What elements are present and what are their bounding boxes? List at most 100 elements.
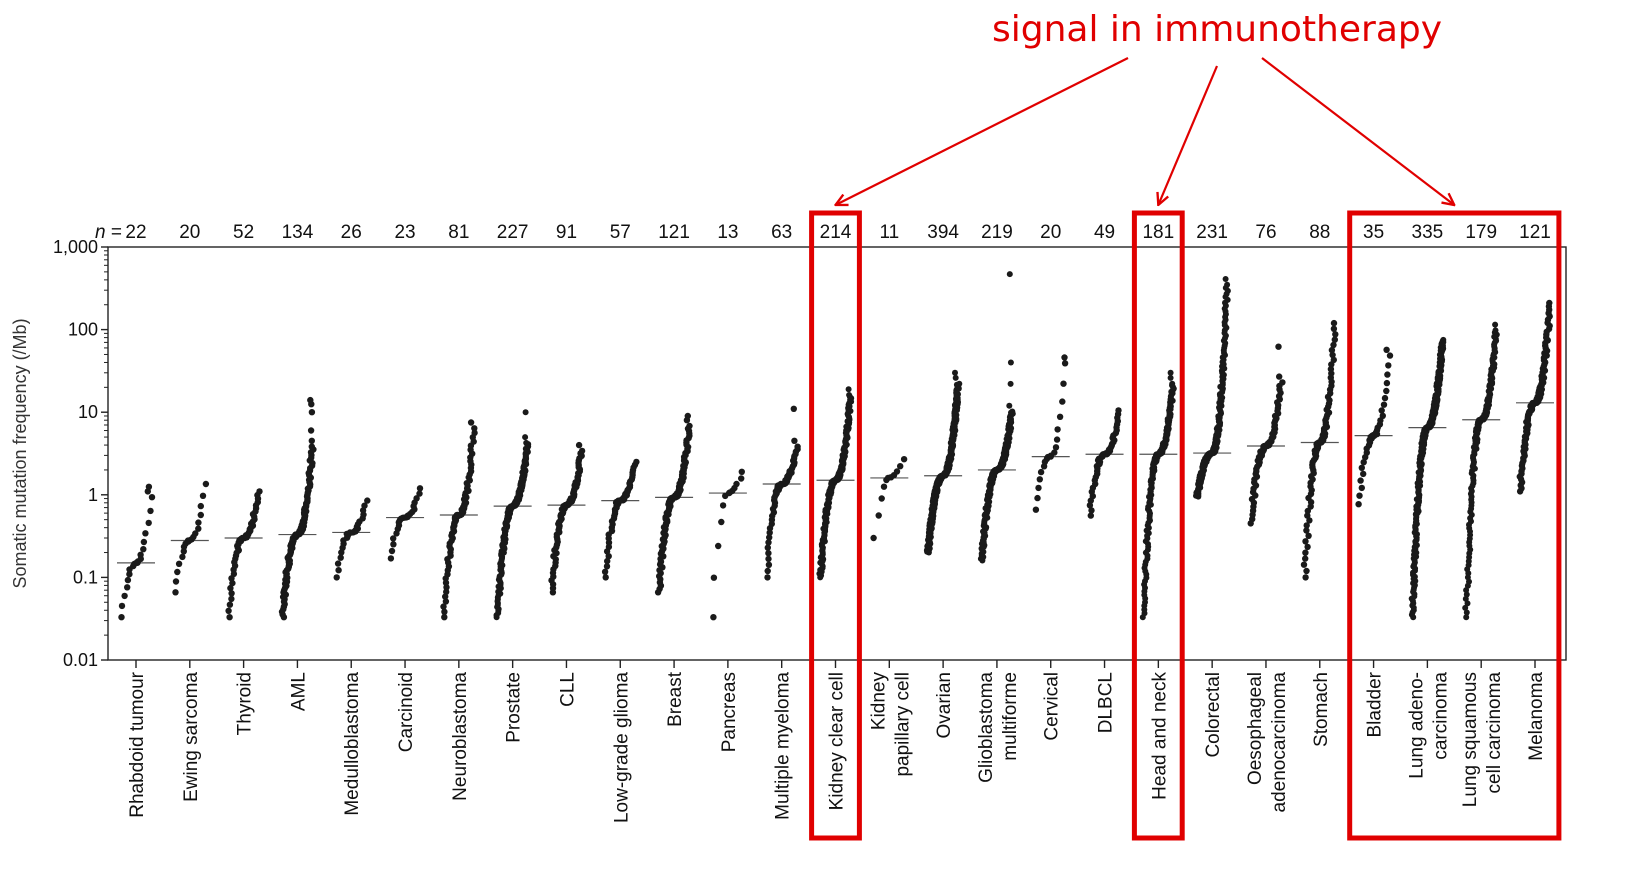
data-point	[390, 541, 397, 548]
n-label-colorectal: 231	[1196, 222, 1228, 243]
points-breast	[654, 412, 693, 596]
data-point	[443, 588, 450, 596]
data-point	[575, 441, 583, 449]
data-point	[126, 571, 133, 578]
data-point	[601, 568, 609, 575]
data-point	[1385, 362, 1392, 369]
data-point	[1059, 398, 1066, 405]
x-label-glioblastoma-multiforme: Glioblastoma multiforme	[976, 672, 1021, 783]
data-point	[1355, 501, 1362, 508]
data-point	[1302, 538, 1309, 545]
data-point	[172, 589, 179, 596]
n-label-neuroblastoma: 81	[448, 222, 469, 243]
data-point	[142, 530, 149, 537]
n-label-cervical: 20	[1040, 222, 1061, 243]
data-point	[1303, 527, 1310, 534]
data-point	[195, 525, 202, 532]
points-cervical	[1032, 354, 1069, 513]
points-lung-adenocarcinoma	[1408, 336, 1447, 621]
data-point	[1378, 407, 1385, 414]
data-point	[1360, 470, 1367, 478]
points-kidney-clear-cell	[816, 386, 855, 581]
data-point	[522, 434, 529, 441]
x-label-breast: Breast	[665, 671, 686, 727]
data-point	[710, 574, 718, 581]
data-point	[1463, 591, 1470, 598]
data-point	[1009, 408, 1016, 415]
data-point	[523, 439, 530, 446]
data-point	[140, 546, 147, 553]
data-point	[1330, 325, 1338, 332]
data-point	[199, 492, 207, 499]
data-point	[1302, 549, 1309, 556]
n-label-rhabdoid-tumour: 22	[125, 222, 146, 243]
points-ewing-sarcoma	[172, 480, 210, 596]
data-point	[1037, 468, 1045, 476]
data-point	[1357, 477, 1364, 484]
plot-border	[107, 246, 1567, 661]
data-point	[952, 374, 959, 381]
data-point	[1006, 402, 1013, 409]
data-point	[1167, 369, 1174, 376]
x-label-rhabdoid-tumour: Rhabdoid tumour	[127, 671, 148, 817]
data-point	[684, 412, 691, 420]
data-point	[471, 425, 478, 432]
n-label-multiple-myeloma: 63	[771, 222, 792, 243]
data-point	[1331, 336, 1339, 343]
data-point	[335, 567, 342, 574]
x-label-carcinoid: Carcinoid	[396, 672, 417, 752]
data-point	[308, 437, 315, 444]
n-label-cll: 91	[556, 222, 577, 243]
data-point	[145, 519, 152, 527]
x-label-pancreas: Pancreas	[719, 672, 740, 752]
data-point	[1300, 561, 1308, 568]
data-point	[1169, 380, 1176, 387]
data-point	[197, 502, 204, 510]
x-label-lung-squamous-cell-carcinoma: Lung squamous cell carcinoma	[1460, 672, 1505, 808]
data-point	[1330, 341, 1337, 349]
data-point	[471, 429, 478, 437]
data-point	[764, 567, 771, 575]
data-point	[1306, 517, 1313, 524]
points-melanoma	[1516, 299, 1553, 495]
n-label-kidney-papillary-cell: 11	[879, 222, 899, 243]
x-label-bladder: Bladder	[1365, 671, 1386, 737]
data-point	[226, 601, 234, 608]
n-label-melanoma: 121	[1519, 222, 1551, 243]
data-point	[364, 497, 371, 504]
x-label-ewing-sarcoma: Ewing sarcoma	[181, 672, 202, 802]
highlight-box-3	[1347, 210, 1562, 841]
data-point	[197, 511, 204, 519]
data-point	[715, 542, 722, 550]
data-point	[733, 480, 740, 488]
data-point	[118, 602, 126, 610]
data-point	[897, 463, 904, 470]
x-label-cll: CLL	[557, 672, 578, 707]
n-prefix: n =	[95, 222, 122, 243]
points-colorectal	[1193, 276, 1231, 500]
data-point	[1463, 614, 1470, 621]
data-point	[229, 579, 236, 587]
data-point	[1088, 507, 1095, 514]
data-point	[442, 598, 450, 605]
data-point	[390, 535, 397, 542]
data-point	[1115, 407, 1122, 414]
data-point	[416, 485, 424, 492]
data-point	[1222, 276, 1229, 282]
data-point	[1007, 380, 1014, 387]
data-point	[1060, 380, 1067, 387]
x-label-thyroid: Thyroid	[235, 672, 256, 735]
data-point	[633, 458, 640, 466]
data-point	[387, 555, 395, 562]
annotation-arrow-2	[1158, 65, 1219, 205]
n-label-lung-adenocarcinoma: 335	[1412, 222, 1444, 243]
n-label-lung-squamous-cell-carcinoma: 179	[1465, 222, 1497, 243]
y-tick-label: 0.1	[73, 567, 98, 587]
data-point	[307, 427, 315, 434]
x-label-kidney-clear-cell: Kidney clear cell	[827, 672, 848, 810]
data-point	[719, 502, 727, 509]
data-point	[1061, 360, 1069, 367]
annotation-arrow-3	[1261, 57, 1454, 205]
data-point	[710, 614, 717, 621]
